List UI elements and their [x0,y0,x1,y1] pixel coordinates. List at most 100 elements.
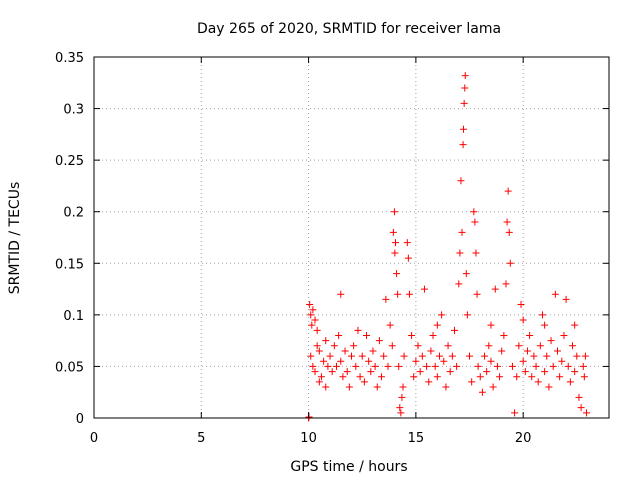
data-point [521,368,529,376]
data-point [423,362,431,370]
data-point [474,362,482,370]
data-point [471,218,479,226]
data-point [330,342,338,350]
data-point [580,373,588,381]
data-points [305,72,590,422]
data-point [461,84,469,92]
data-point [337,290,345,298]
data-point [307,352,315,360]
data-point [425,378,433,386]
data-point [418,352,426,360]
data-point [363,331,371,339]
data-point [538,311,546,319]
data-point [503,218,511,226]
data-point [309,306,317,314]
data-point [564,362,572,370]
data-point [493,362,501,370]
data-point [491,285,499,293]
data-point [468,378,476,386]
data-point [389,228,397,236]
data-point [391,239,399,247]
data-point [429,331,437,339]
data-point [435,352,443,360]
data-point [476,373,484,381]
data-point [356,373,364,381]
plot-frame [93,56,610,419]
data-point [549,362,557,370]
data-point [571,321,579,329]
data-point [395,362,403,370]
data-point [317,373,325,381]
data-point [382,295,390,303]
data-point [367,368,375,376]
data-point [446,368,454,376]
data-point [365,357,373,365]
data-point [478,388,486,396]
x-tick-label: 0 [90,431,98,446]
data-point [541,321,549,329]
data-point [472,249,480,257]
data-point [577,404,585,412]
data-point [457,177,465,185]
data-point [528,373,536,381]
data-point [339,373,347,381]
data-point [462,270,470,278]
data-point [451,326,458,334]
data-point [511,409,519,417]
data-point [496,373,504,381]
data-point [315,378,323,386]
x-tick-label: 5 [197,431,205,446]
data-point [560,331,568,339]
data-point [508,362,516,370]
data-point [412,357,420,365]
data-point [569,342,577,350]
grid [94,57,609,418]
data-point [352,362,360,370]
data-point [399,383,407,391]
data-point [375,337,383,345]
x-tick-label: 15 [408,431,425,446]
data-point [394,290,402,298]
data-point [489,383,497,391]
data-point [427,347,435,355]
data-point [536,342,544,350]
data-point [391,249,399,257]
data-point [487,321,495,329]
data-point [396,404,404,412]
data-point [571,368,579,376]
data-point [534,378,542,386]
data-point [519,316,527,324]
data-point [343,368,351,376]
y-tick-label: 0.1 [63,309,84,324]
data-point [320,357,328,365]
data-point [470,208,478,216]
y-tick-label: 0.25 [55,154,84,169]
data-point [517,301,525,309]
data-point [519,357,527,365]
data-point [345,383,353,391]
data-point [532,362,540,370]
data-point [400,352,408,360]
y-tick-label: 0.05 [55,360,84,375]
data-point [390,208,398,216]
data-point [461,72,469,80]
data-point [473,290,481,298]
data-point [438,311,446,319]
y-tick-label: 0.35 [55,51,84,66]
data-point [420,285,428,293]
data-point [543,352,551,360]
data-point [311,316,319,324]
y-tick-label: 0.3 [63,103,84,118]
data-point [360,378,368,386]
data-point [309,362,317,370]
data-point [530,352,538,360]
data-point [458,228,466,236]
data-point [332,362,340,370]
data-point [410,373,418,381]
data-point [456,249,464,257]
data-point [459,141,467,149]
data-point [453,362,461,370]
data-point [502,280,510,288]
y-tick-label: 0.15 [55,257,84,272]
